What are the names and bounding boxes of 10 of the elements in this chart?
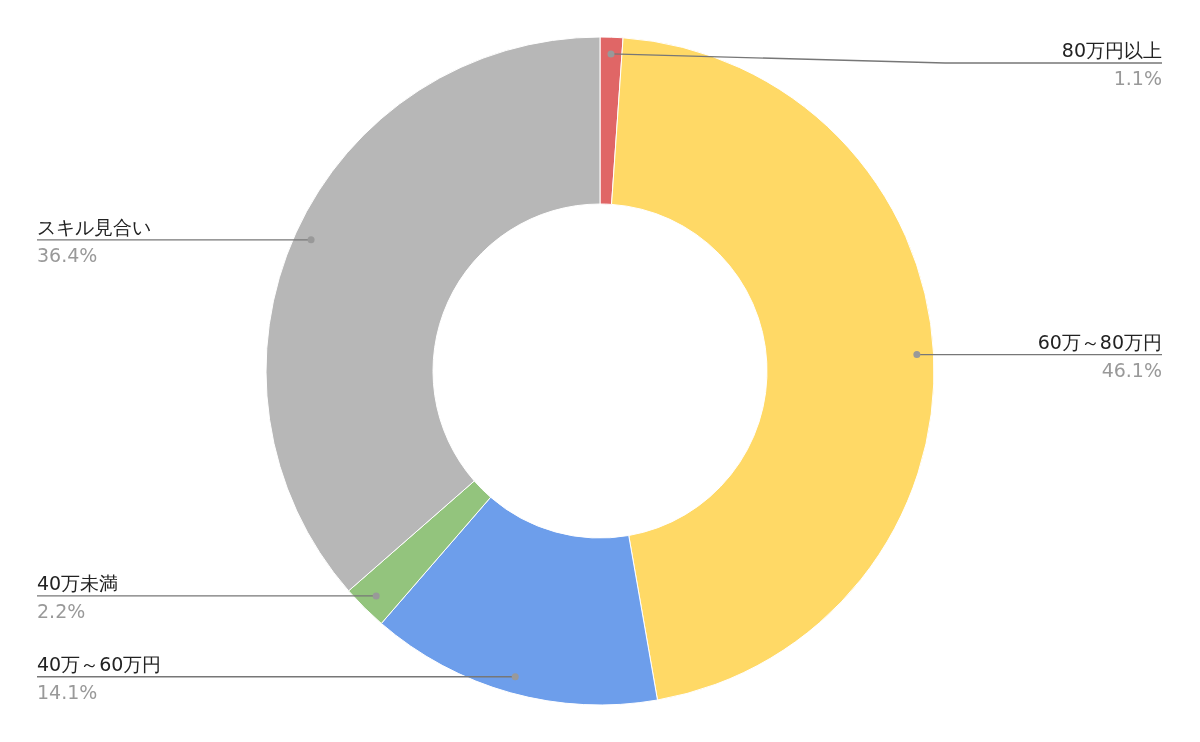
data-label: 2.2% [37, 599, 86, 622]
slice-label: 80万円以上 [1061, 39, 1162, 61]
slice-label: 40万～60万円 [37, 652, 162, 675]
data-label: 1.1% [1113, 67, 1162, 89]
data-label: 14.1% [37, 680, 98, 703]
slice-label: 40万未満 [37, 571, 119, 594]
slice-label: スキル見合い [37, 215, 151, 238]
data-label: 46.1% [1101, 358, 1162, 381]
data-label: 36.4% [37, 243, 98, 266]
slice-label: 60万～80万円 [1037, 330, 1162, 353]
